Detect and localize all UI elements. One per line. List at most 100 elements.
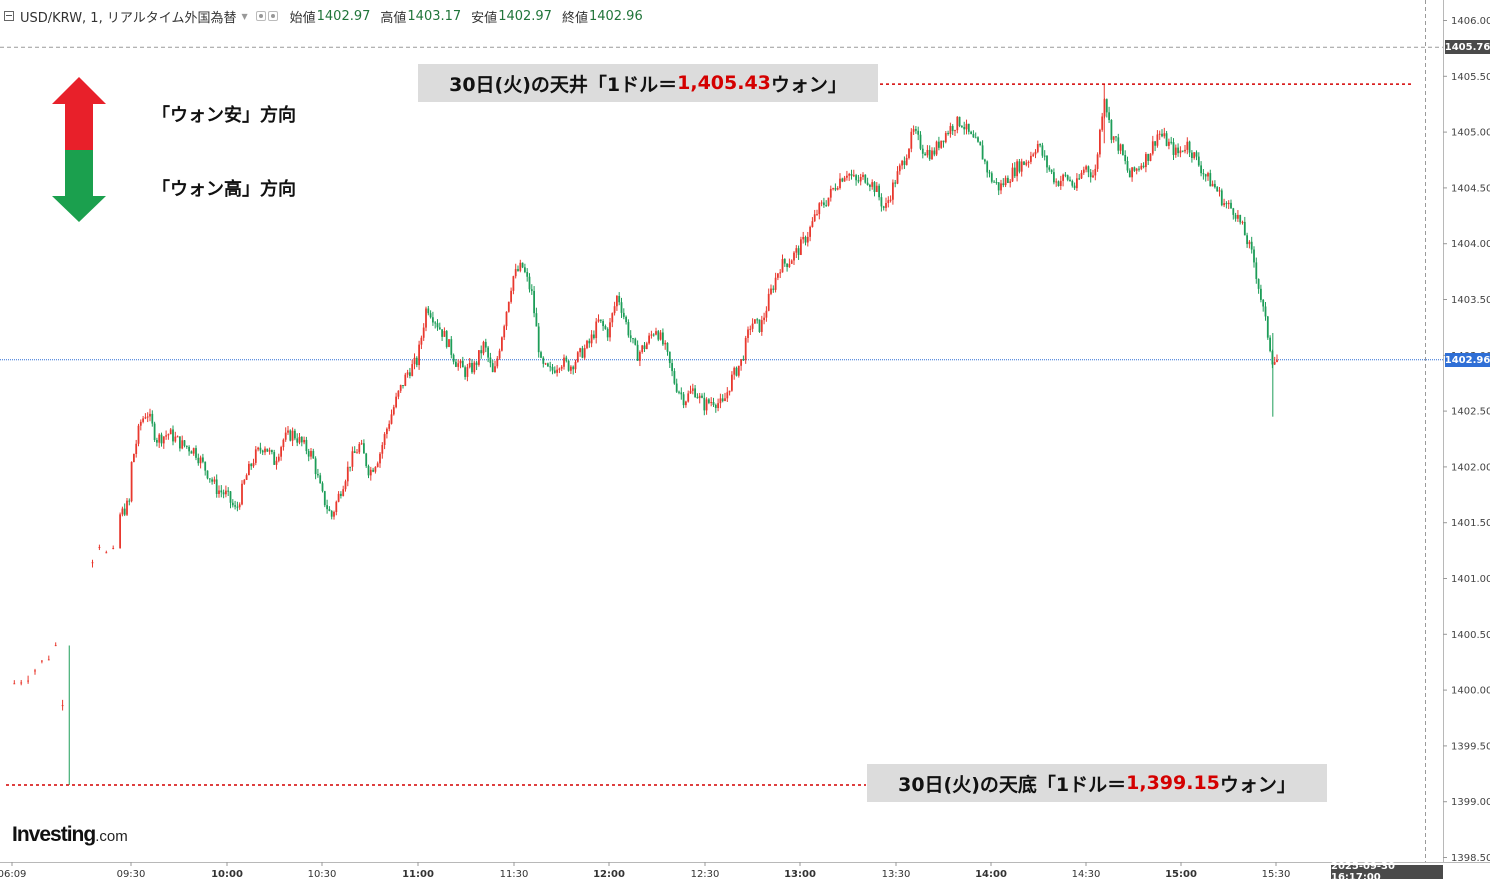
candle-body [427, 308, 430, 314]
candle-body [691, 388, 694, 391]
settings-icon[interactable] [267, 11, 278, 21]
session-low-value: 1,399.15 [1126, 772, 1220, 794]
candle-body [215, 479, 218, 494]
candle-body [682, 394, 685, 406]
candle-body [1076, 178, 1078, 189]
open-value: 1402.97 [316, 8, 371, 24]
candle-body [829, 188, 832, 198]
candle-body [848, 173, 851, 176]
candle-body [1023, 161, 1025, 165]
candle-body [1043, 155, 1046, 157]
candle-body [434, 322, 437, 324]
candle-body [956, 116, 959, 131]
candle-body [296, 438, 299, 443]
candle-body [422, 327, 425, 338]
candle-body [335, 501, 338, 513]
candle-body [774, 277, 777, 290]
candle-body [1050, 169, 1053, 173]
candle-body [1053, 172, 1055, 183]
chevron-down-icon[interactable]: ▼ [241, 11, 248, 21]
candle-body [1078, 178, 1081, 180]
legend-down-label: 「ウォン高」方向 [152, 179, 296, 200]
candle-body [735, 367, 738, 376]
candle-body [827, 197, 830, 206]
candle-body [889, 199, 892, 201]
candle-body [464, 367, 466, 377]
candle-body [448, 339, 450, 347]
price-tick-label: 1403.50 [1451, 295, 1490, 306]
session-low-suffix: ウォン」 [1219, 773, 1296, 796]
candle-body [1094, 168, 1097, 176]
candle-body [1071, 181, 1074, 186]
up-arrow-icon [52, 77, 106, 150]
candle-body [588, 340, 591, 344]
session-high-suffix: ウォン」 [770, 73, 847, 96]
candle-body [1200, 165, 1202, 174]
price-tick-label: 1406.00 [1451, 16, 1490, 27]
candle-body [139, 421, 142, 426]
candle-body [1147, 153, 1150, 161]
symbol-title[interactable]: USD/KRW, 1, リアルタイム外国為替 [20, 10, 237, 26]
candle-body [1232, 208, 1235, 215]
eye-icon[interactable] [255, 11, 266, 21]
time-tick-label: 10:30 [308, 869, 337, 879]
high-label: 高値 [380, 10, 407, 26]
candle-body [813, 214, 816, 222]
candle-body [988, 172, 991, 174]
candle-body [1064, 174, 1067, 176]
candle-body [241, 483, 243, 505]
candle-body [349, 466, 351, 468]
candle-body [1156, 134, 1159, 146]
candle-body [1250, 241, 1253, 250]
candle-body [524, 267, 526, 273]
candle-body [648, 335, 650, 344]
candle-body [172, 429, 174, 442]
candle-body [1000, 183, 1002, 191]
price-tick-label: 1400.00 [1451, 686, 1490, 697]
candle-body [231, 502, 234, 506]
candle-body [413, 357, 416, 365]
candle-body [268, 450, 271, 452]
candle-body [880, 197, 883, 207]
candle-body [1234, 214, 1237, 219]
collapse-icon[interactable] [4, 11, 14, 21]
candle-body [616, 295, 618, 307]
candle-body [222, 492, 225, 495]
candle-body [211, 479, 213, 482]
candle-body [859, 176, 862, 182]
candle-body [259, 447, 262, 451]
candle-body [717, 403, 719, 409]
candle-body [199, 457, 202, 464]
candle-body [777, 273, 779, 278]
candle-body [438, 327, 441, 330]
candle-body [1011, 167, 1014, 182]
candle-body [450, 339, 453, 355]
candle-body [599, 319, 602, 322]
candle-body [1186, 141, 1189, 150]
candle-body [1128, 170, 1131, 178]
candle-body [514, 269, 517, 277]
candle-body [542, 357, 545, 364]
candle-body [970, 131, 972, 134]
candle-body [650, 334, 653, 336]
candle-body [680, 392, 683, 395]
candle-body [459, 360, 462, 364]
candle-body [1202, 173, 1205, 175]
candle-body [351, 451, 354, 467]
candle-body [298, 436, 301, 443]
candle-body [878, 185, 880, 198]
candle-body [330, 510, 333, 517]
candle-body [475, 362, 478, 365]
crosshair-price-badge: 1405.76 [1444, 40, 1490, 54]
candle-body [689, 390, 692, 394]
candle-body [1260, 288, 1262, 300]
price-tick-label: 1401.50 [1451, 518, 1490, 529]
candle-body [1211, 183, 1214, 187]
price-tick-label: 1399.50 [1451, 741, 1490, 752]
candle-body [353, 451, 356, 453]
candle-body [965, 123, 968, 130]
candle-body [765, 310, 768, 318]
candle-body [381, 444, 384, 454]
candle-body [850, 173, 853, 176]
